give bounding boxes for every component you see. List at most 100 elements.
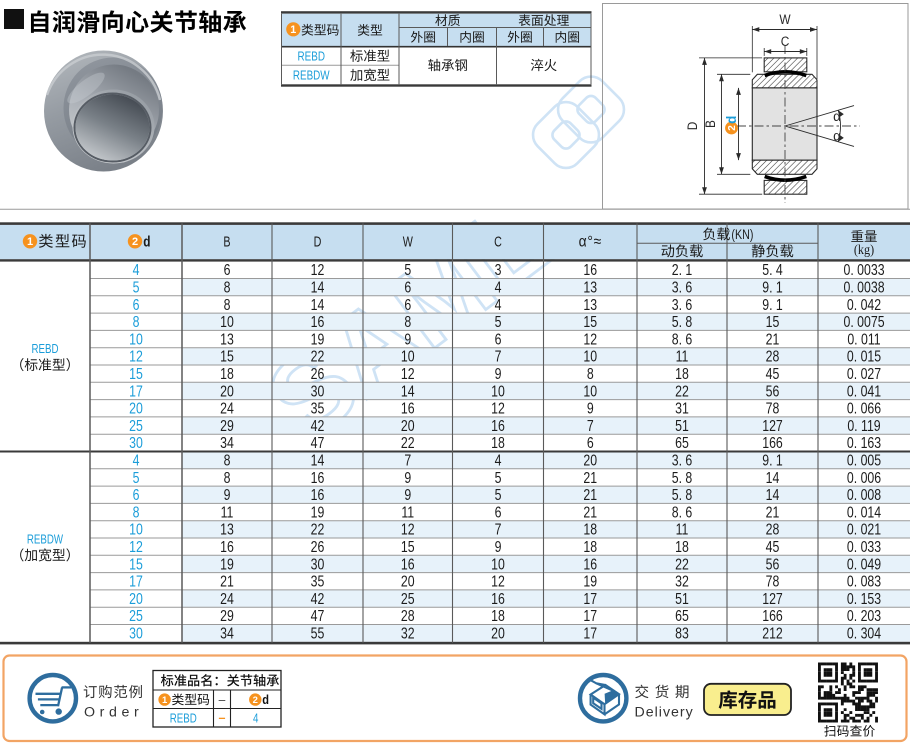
svg-text:8: 8 [224,452,231,470]
svg-text:16: 16 [311,314,325,332]
svg-text:0. 027: 0. 027 [847,366,881,384]
svg-text:11: 11 [221,504,234,522]
svg-text:21: 21 [583,487,597,505]
svg-text:22: 22 [401,435,415,453]
svg-text:22: 22 [311,348,325,366]
svg-text:21: 21 [583,469,597,487]
svg-text:4: 4 [133,262,140,280]
svg-text:212: 212 [762,625,783,643]
svg-text:0. 015: 0. 015 [847,348,881,366]
svg-text:6: 6 [587,435,594,453]
svg-text:0. 0075: 0. 0075 [843,314,884,332]
svg-text:18: 18 [220,366,234,384]
svg-text:REBD: REBD [298,50,325,64]
svg-text:5: 5 [495,469,502,487]
svg-text:3. 6: 3. 6 [672,296,693,314]
svg-text:16: 16 [491,590,505,608]
svg-text:20: 20 [583,452,597,470]
svg-text:C: C [781,33,790,49]
svg-text:21: 21 [766,331,780,349]
svg-text:47: 47 [311,608,325,626]
svg-text:32: 32 [675,573,689,591]
svg-text:18: 18 [675,539,689,557]
svg-text:4: 4 [495,296,502,314]
svg-text:21: 21 [766,504,780,522]
svg-text:29: 29 [220,417,234,435]
svg-text:20: 20 [401,573,415,591]
svg-text:16: 16 [491,417,505,435]
svg-text:9: 9 [495,539,502,557]
svg-text:α: α [833,109,841,124]
svg-text:13: 13 [583,296,597,314]
svg-text:13: 13 [220,331,234,349]
svg-text:14: 14 [401,383,415,401]
svg-text:d: d [143,233,150,250]
svg-text:166: 166 [762,435,783,453]
svg-text:0. 021: 0. 021 [847,521,881,539]
svg-text:0. 119: 0. 119 [847,417,880,435]
svg-text:11: 11 [676,521,689,539]
svg-text:0. 203: 0. 203 [847,608,881,626]
svg-text:22: 22 [311,521,325,539]
svg-text:10: 10 [583,383,597,401]
svg-text:8: 8 [224,296,231,314]
svg-text:2: 2 [727,125,738,131]
svg-text:42: 42 [311,417,325,435]
svg-text:9. 1: 9. 1 [762,452,783,470]
svg-text:18: 18 [491,608,505,626]
svg-text:0. 014: 0. 014 [847,504,881,522]
svg-text:45: 45 [766,539,780,557]
svg-text:20: 20 [491,625,505,643]
svg-text:5: 5 [133,469,140,487]
svg-text:9. 1: 9. 1 [762,279,783,297]
svg-text:Order: Order [84,705,143,721]
svg-text:16: 16 [311,487,325,505]
svg-text:13: 13 [583,279,597,297]
svg-text:6: 6 [133,487,140,505]
svg-text:7: 7 [495,521,502,539]
svg-text:α°≈: α°≈ [579,234,602,251]
svg-text:28: 28 [766,521,780,539]
svg-text:3. 6: 3. 6 [672,279,693,297]
svg-text:15: 15 [129,556,143,574]
svg-text:REBDW: REBDW [27,533,63,547]
svg-text:17: 17 [583,590,597,608]
svg-text:8: 8 [224,469,231,487]
svg-text:47: 47 [311,435,325,453]
svg-text:12: 12 [491,400,505,418]
svg-text:19: 19 [583,573,597,591]
svg-text:9: 9 [404,487,411,505]
svg-text:24: 24 [220,590,234,608]
svg-text:0. 011: 0. 011 [847,331,880,349]
svg-text:22: 22 [675,556,689,574]
svg-text:45: 45 [766,366,780,384]
svg-text:16: 16 [583,262,597,280]
svg-text:3. 6: 3. 6 [672,452,693,470]
svg-text:15: 15 [129,366,143,384]
svg-text:10: 10 [129,331,143,349]
svg-text:31: 31 [675,400,689,418]
svg-text:35: 35 [311,400,325,418]
svg-text:1: 1 [27,236,33,248]
svg-text:REBDW: REBDW [293,69,330,83]
svg-text:6: 6 [495,331,502,349]
svg-text:12: 12 [401,521,415,539]
svg-text:12: 12 [401,366,415,384]
svg-text:19: 19 [311,331,325,349]
svg-text:11: 11 [401,504,414,522]
svg-text:16: 16 [401,400,415,418]
svg-text:18: 18 [583,521,597,539]
svg-text:21: 21 [220,573,234,591]
svg-text:17: 17 [583,625,597,643]
svg-text:65: 65 [675,435,689,453]
svg-text:25: 25 [129,608,143,626]
svg-text:25: 25 [129,417,143,435]
svg-text:20: 20 [401,417,415,435]
svg-text:9: 9 [404,331,411,349]
svg-text:9: 9 [495,366,502,384]
svg-text:9. 1: 9. 1 [762,296,783,314]
svg-text:19: 19 [220,556,234,574]
svg-text:0. 006: 0. 006 [847,469,881,487]
svg-text:5. 8: 5. 8 [672,469,693,487]
svg-text:7: 7 [495,348,502,366]
